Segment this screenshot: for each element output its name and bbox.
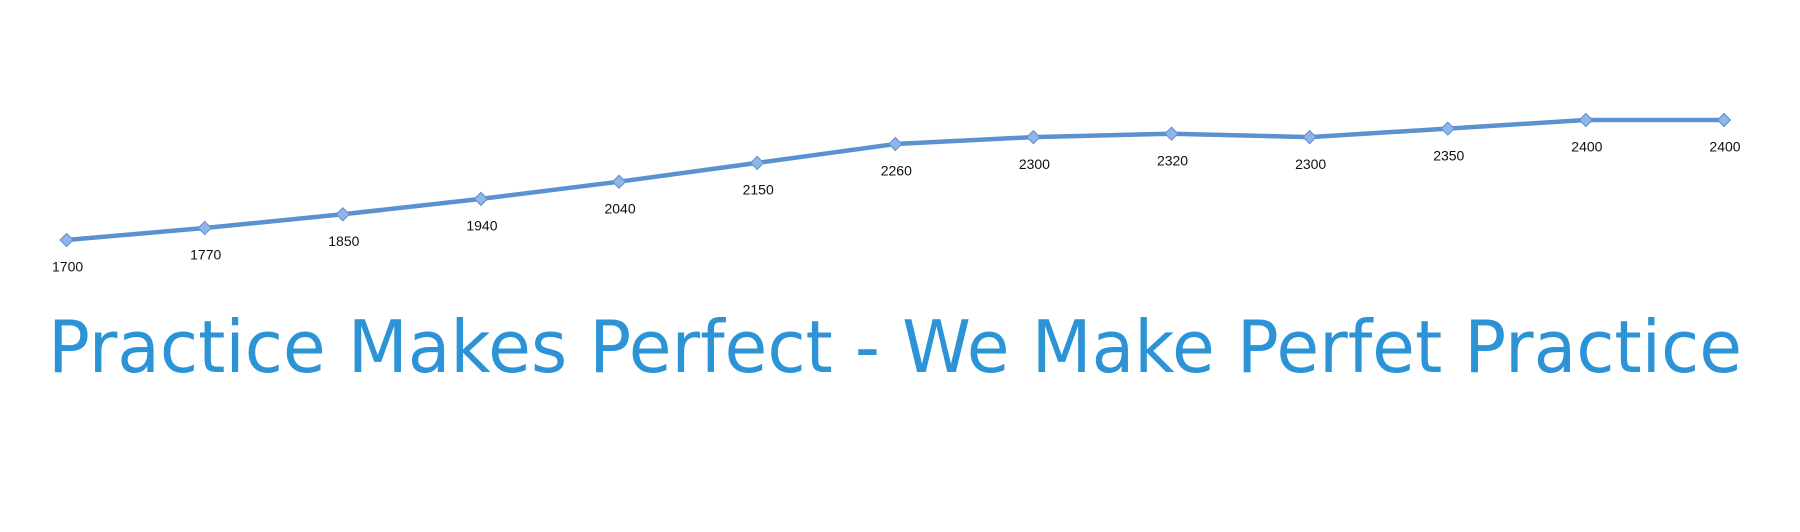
marker xyxy=(1578,112,1594,128)
data-label: 2300 xyxy=(1295,156,1326,172)
marker xyxy=(1026,129,1041,145)
marker xyxy=(335,207,351,222)
data-label: 1850 xyxy=(328,233,359,249)
marker xyxy=(59,232,74,248)
data-label: 2400 xyxy=(1709,139,1740,155)
data-label: 1770 xyxy=(190,247,221,263)
data-label: 2300 xyxy=(1019,156,1050,172)
data-label: 2320 xyxy=(1157,152,1188,168)
data-label: 2040 xyxy=(604,200,635,216)
data-label: 1940 xyxy=(466,218,497,234)
chart-title: Practice Makes Perfect - We Make Perfet … xyxy=(48,305,1742,389)
marker xyxy=(473,191,489,207)
data-label: 2260 xyxy=(881,163,912,179)
marker xyxy=(1716,112,1732,128)
data-label: 1700 xyxy=(52,259,83,275)
marker xyxy=(197,220,212,236)
data-label: 2350 xyxy=(1433,147,1464,163)
marker xyxy=(611,174,627,189)
marker xyxy=(888,136,903,152)
marker xyxy=(749,155,765,171)
marker xyxy=(1164,126,1179,141)
data-label: 2400 xyxy=(1571,139,1602,155)
marker xyxy=(1302,129,1317,145)
marker xyxy=(1440,121,1455,136)
data-label: 2150 xyxy=(743,182,774,198)
